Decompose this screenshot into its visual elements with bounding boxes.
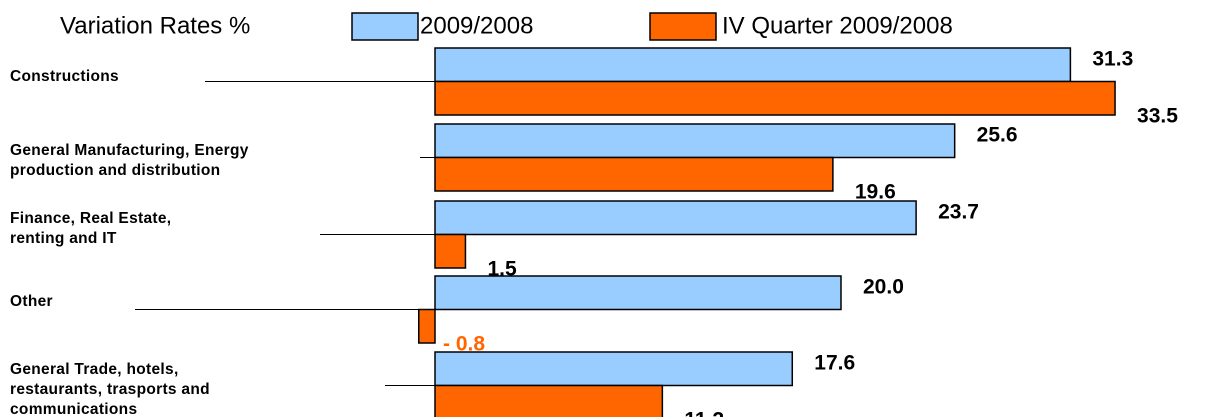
category-label: General Manufacturing, Energy production… bbox=[10, 142, 249, 179]
value-label: 17.6 bbox=[814, 352, 855, 375]
bar bbox=[434, 156, 834, 192]
category-label: Finance, Real Estate, renting and IT bbox=[10, 210, 172, 247]
bar bbox=[434, 47, 1072, 83]
category-label: Constructions bbox=[10, 68, 119, 85]
legend-label: IV Quarter 2009/2008 bbox=[722, 12, 953, 39]
chart-title: Variation Rates % bbox=[60, 12, 250, 39]
value-label: 23.7 bbox=[938, 201, 979, 224]
bar bbox=[434, 200, 917, 236]
legend-label: 2009/2008 bbox=[420, 12, 533, 39]
value-label: 11.2 bbox=[684, 409, 724, 417]
value-label: 20.0 bbox=[863, 276, 904, 299]
value-label: 1.5 bbox=[487, 258, 517, 281]
value-label: 25.6 bbox=[977, 124, 1018, 147]
bar bbox=[434, 384, 664, 417]
value-label: 33.5 bbox=[1137, 105, 1178, 128]
legend-swatch bbox=[351, 12, 419, 41]
value-label: 31.3 bbox=[1092, 48, 1133, 71]
category-label: General Trade, hotels, restaurants, tras… bbox=[10, 361, 210, 417]
bar bbox=[434, 275, 842, 311]
bar bbox=[434, 80, 1116, 116]
bar bbox=[434, 123, 956, 159]
bar bbox=[434, 351, 794, 387]
value-label: - 0.8 bbox=[443, 333, 485, 356]
bar bbox=[434, 233, 467, 269]
value-label: 19.6 bbox=[855, 181, 896, 204]
legend-swatch bbox=[649, 12, 717, 41]
bar bbox=[418, 308, 436, 344]
category-label: Other bbox=[10, 293, 53, 310]
